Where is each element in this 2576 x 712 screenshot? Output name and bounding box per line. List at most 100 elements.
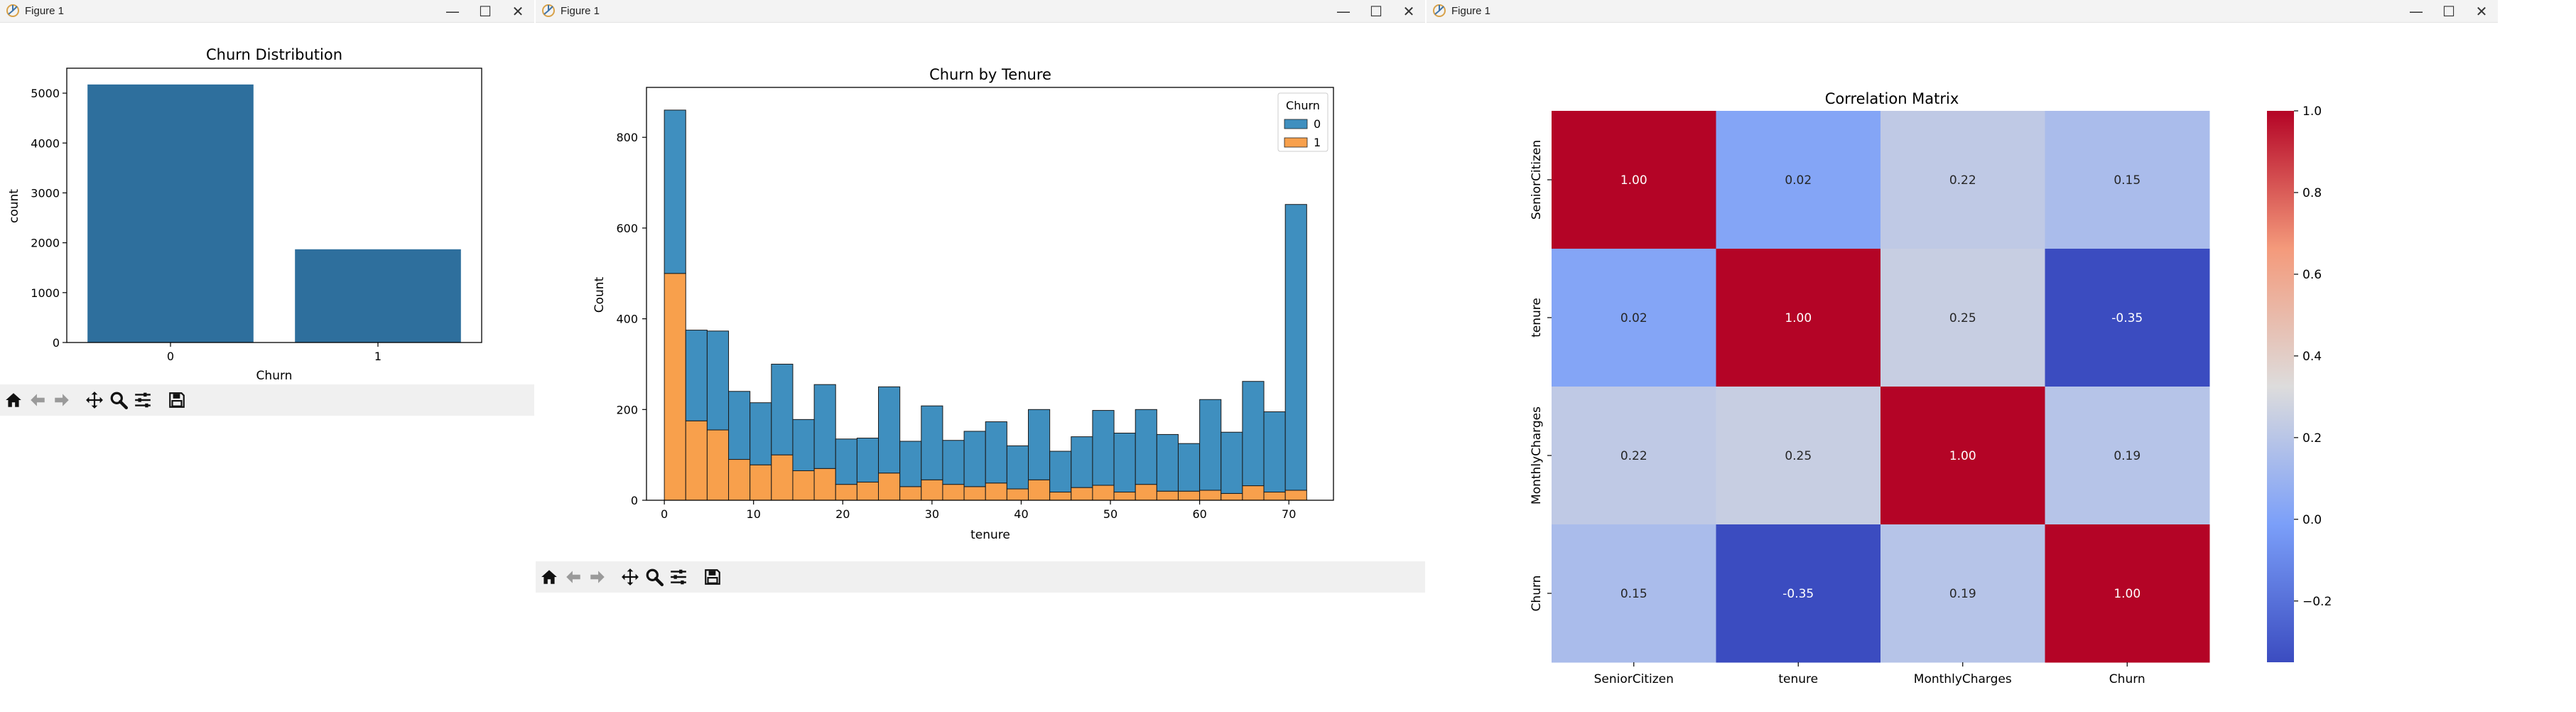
hist-bar-churn-0: [1242, 381, 1265, 487]
forward-button[interactable]: [50, 388, 74, 412]
back-arrow-icon: [566, 571, 580, 583]
hist-bar-churn-1: [878, 473, 901, 501]
hist-bar-churn-1: [706, 429, 730, 501]
hist-bar-churn-1: [1113, 492, 1136, 501]
hist-bar-churn-0: [921, 405, 943, 480]
maximize-button[interactable]: ☐: [479, 2, 492, 20]
x-tick-label: 60: [1192, 507, 1206, 521]
cell-value-label: 0.25: [1949, 311, 1976, 325]
heatmap-cell: [1552, 111, 1716, 249]
heatmap-cell: [2045, 249, 2210, 387]
hist-bar-churn-0: [1221, 431, 1243, 494]
colorbar-tick-label: 0.4: [2302, 350, 2322, 364]
save-button[interactable]: [700, 565, 725, 589]
close-button[interactable]: ✕: [1402, 2, 1415, 20]
title-bar: Figure 1 — ☐ ✕: [536, 0, 1425, 23]
heatmap-cell: [1880, 249, 2045, 387]
hist-bar-churn-1: [1156, 490, 1179, 501]
pan-button[interactable]: [618, 565, 642, 589]
hist-bar-churn-1: [749, 464, 772, 501]
navigation-toolbar: [0, 384, 534, 416]
cell-value-label: 0.22: [1620, 449, 1647, 463]
cell-value-label: -0.35: [2111, 311, 2143, 325]
x-axis-label: Churn: [256, 369, 293, 383]
hist-bar-churn-1: [899, 486, 922, 501]
hist-bar-churn-0: [899, 441, 922, 487]
cell-value-label: 0.19: [2114, 449, 2141, 463]
y-tick-label: 3000: [31, 186, 60, 200]
hist-bar-churn-0: [706, 330, 730, 431]
save-button[interactable]: [165, 388, 189, 412]
hist-bar-churn-1: [1028, 479, 1051, 501]
maximize-button[interactable]: ☐: [2442, 2, 2455, 20]
plot-frame: [66, 68, 482, 343]
hist-bar-churn-0: [771, 363, 794, 455]
hist-bar-churn-1: [728, 459, 751, 501]
chart-title: Correlation Matrix: [1825, 90, 1959, 107]
maximize-button[interactable]: ☐: [1370, 2, 1382, 20]
configure-subplots-button[interactable]: [131, 388, 155, 412]
hist-bar-churn-0: [1113, 433, 1136, 493]
pan-button[interactable]: [82, 388, 107, 412]
y-tick-label: MonthlyCharges: [1530, 406, 1544, 505]
colorbar-tick-label: 0.6: [2302, 268, 2322, 282]
hist-bar-churn-1: [1263, 492, 1286, 501]
hist-bar-churn-1: [1177, 490, 1201, 501]
colorbar-tick-label: 0.2: [2302, 431, 2322, 446]
minimize-button[interactable]: —: [1336, 2, 1351, 20]
x-tick-label: 30: [925, 507, 939, 521]
heatmap-cell: [1552, 387, 1716, 525]
hist-bar-churn-0: [728, 391, 751, 460]
y-tick-label: 200: [616, 403, 638, 416]
hist-bar-churn-1: [963, 486, 986, 501]
back-button[interactable]: [26, 388, 50, 412]
hist-bar-churn-0: [1284, 204, 1307, 491]
heatmap-cell: [1716, 524, 1881, 663]
forward-button[interactable]: [585, 565, 610, 589]
churn-distribution-chart: Churn Distribution count Churn 0 1000 2000…: [7, 46, 482, 383]
x-tick-label: 20: [835, 507, 850, 521]
forward-arrow-icon: [590, 571, 605, 583]
x-tick-label: 40: [1014, 507, 1028, 521]
minimize-button[interactable]: —: [2409, 2, 2423, 20]
colorbar-tick-label: 0.8: [2302, 186, 2322, 200]
cell-value-label: 0.15: [2114, 173, 2141, 188]
y-tick-label: 5000: [31, 87, 60, 100]
figure-window-1: Figure 1 — ☐ ✕ Churn Distribution count …: [0, 0, 534, 712]
save-icon: [705, 569, 720, 585]
window-title: Figure 1: [561, 5, 600, 17]
cell-value-label: -0.35: [1782, 587, 1814, 601]
y-tick-label: 1000: [31, 286, 60, 300]
configure-subplots-button[interactable]: [666, 565, 691, 589]
close-button[interactable]: ✕: [2475, 2, 2488, 20]
home-button[interactable]: [537, 565, 561, 589]
home-button[interactable]: [1, 388, 26, 412]
hist-bar-churn-0: [1156, 433, 1179, 492]
figure-window-3: Figure 1 — ☐ ✕ Correlation Matrix 1.00 0.…: [1427, 0, 2498, 712]
y-tick-label: 600: [616, 222, 638, 235]
heatmap-cell: [1880, 524, 2045, 663]
zoom-button[interactable]: [107, 388, 131, 412]
hist-bar-churn-0: [856, 438, 880, 482]
colorbar-tick-label: −0.2: [2302, 595, 2332, 609]
navigation-toolbar: [536, 561, 1425, 593]
y-axis-label: count: [7, 189, 21, 223]
pan-icon: [622, 568, 639, 586]
zoom-button[interactable]: [642, 565, 666, 589]
configure-subplots-icon: [671, 569, 686, 585]
zoom-icon: [110, 392, 128, 409]
hist-bar-churn-1: [1049, 492, 1072, 501]
cell-value-label: 0.02: [1620, 311, 1647, 325]
hist-bar-churn-1: [792, 470, 815, 501]
y-tick-label: 4000: [31, 136, 60, 150]
configure-subplots-icon: [135, 392, 151, 408]
minimize-button[interactable]: —: [445, 2, 460, 20]
close-button[interactable]: ✕: [512, 2, 524, 20]
y-tick-label: 0: [631, 494, 638, 507]
hist-bar-churn-1: [664, 273, 686, 501]
back-button[interactable]: [561, 565, 585, 589]
chart-title: Churn by Tenure: [929, 66, 1051, 83]
cell-value-label: 0.19: [1949, 587, 1976, 601]
hist-bar-churn-1: [856, 481, 880, 501]
hist-bar-churn-1: [1242, 485, 1265, 501]
